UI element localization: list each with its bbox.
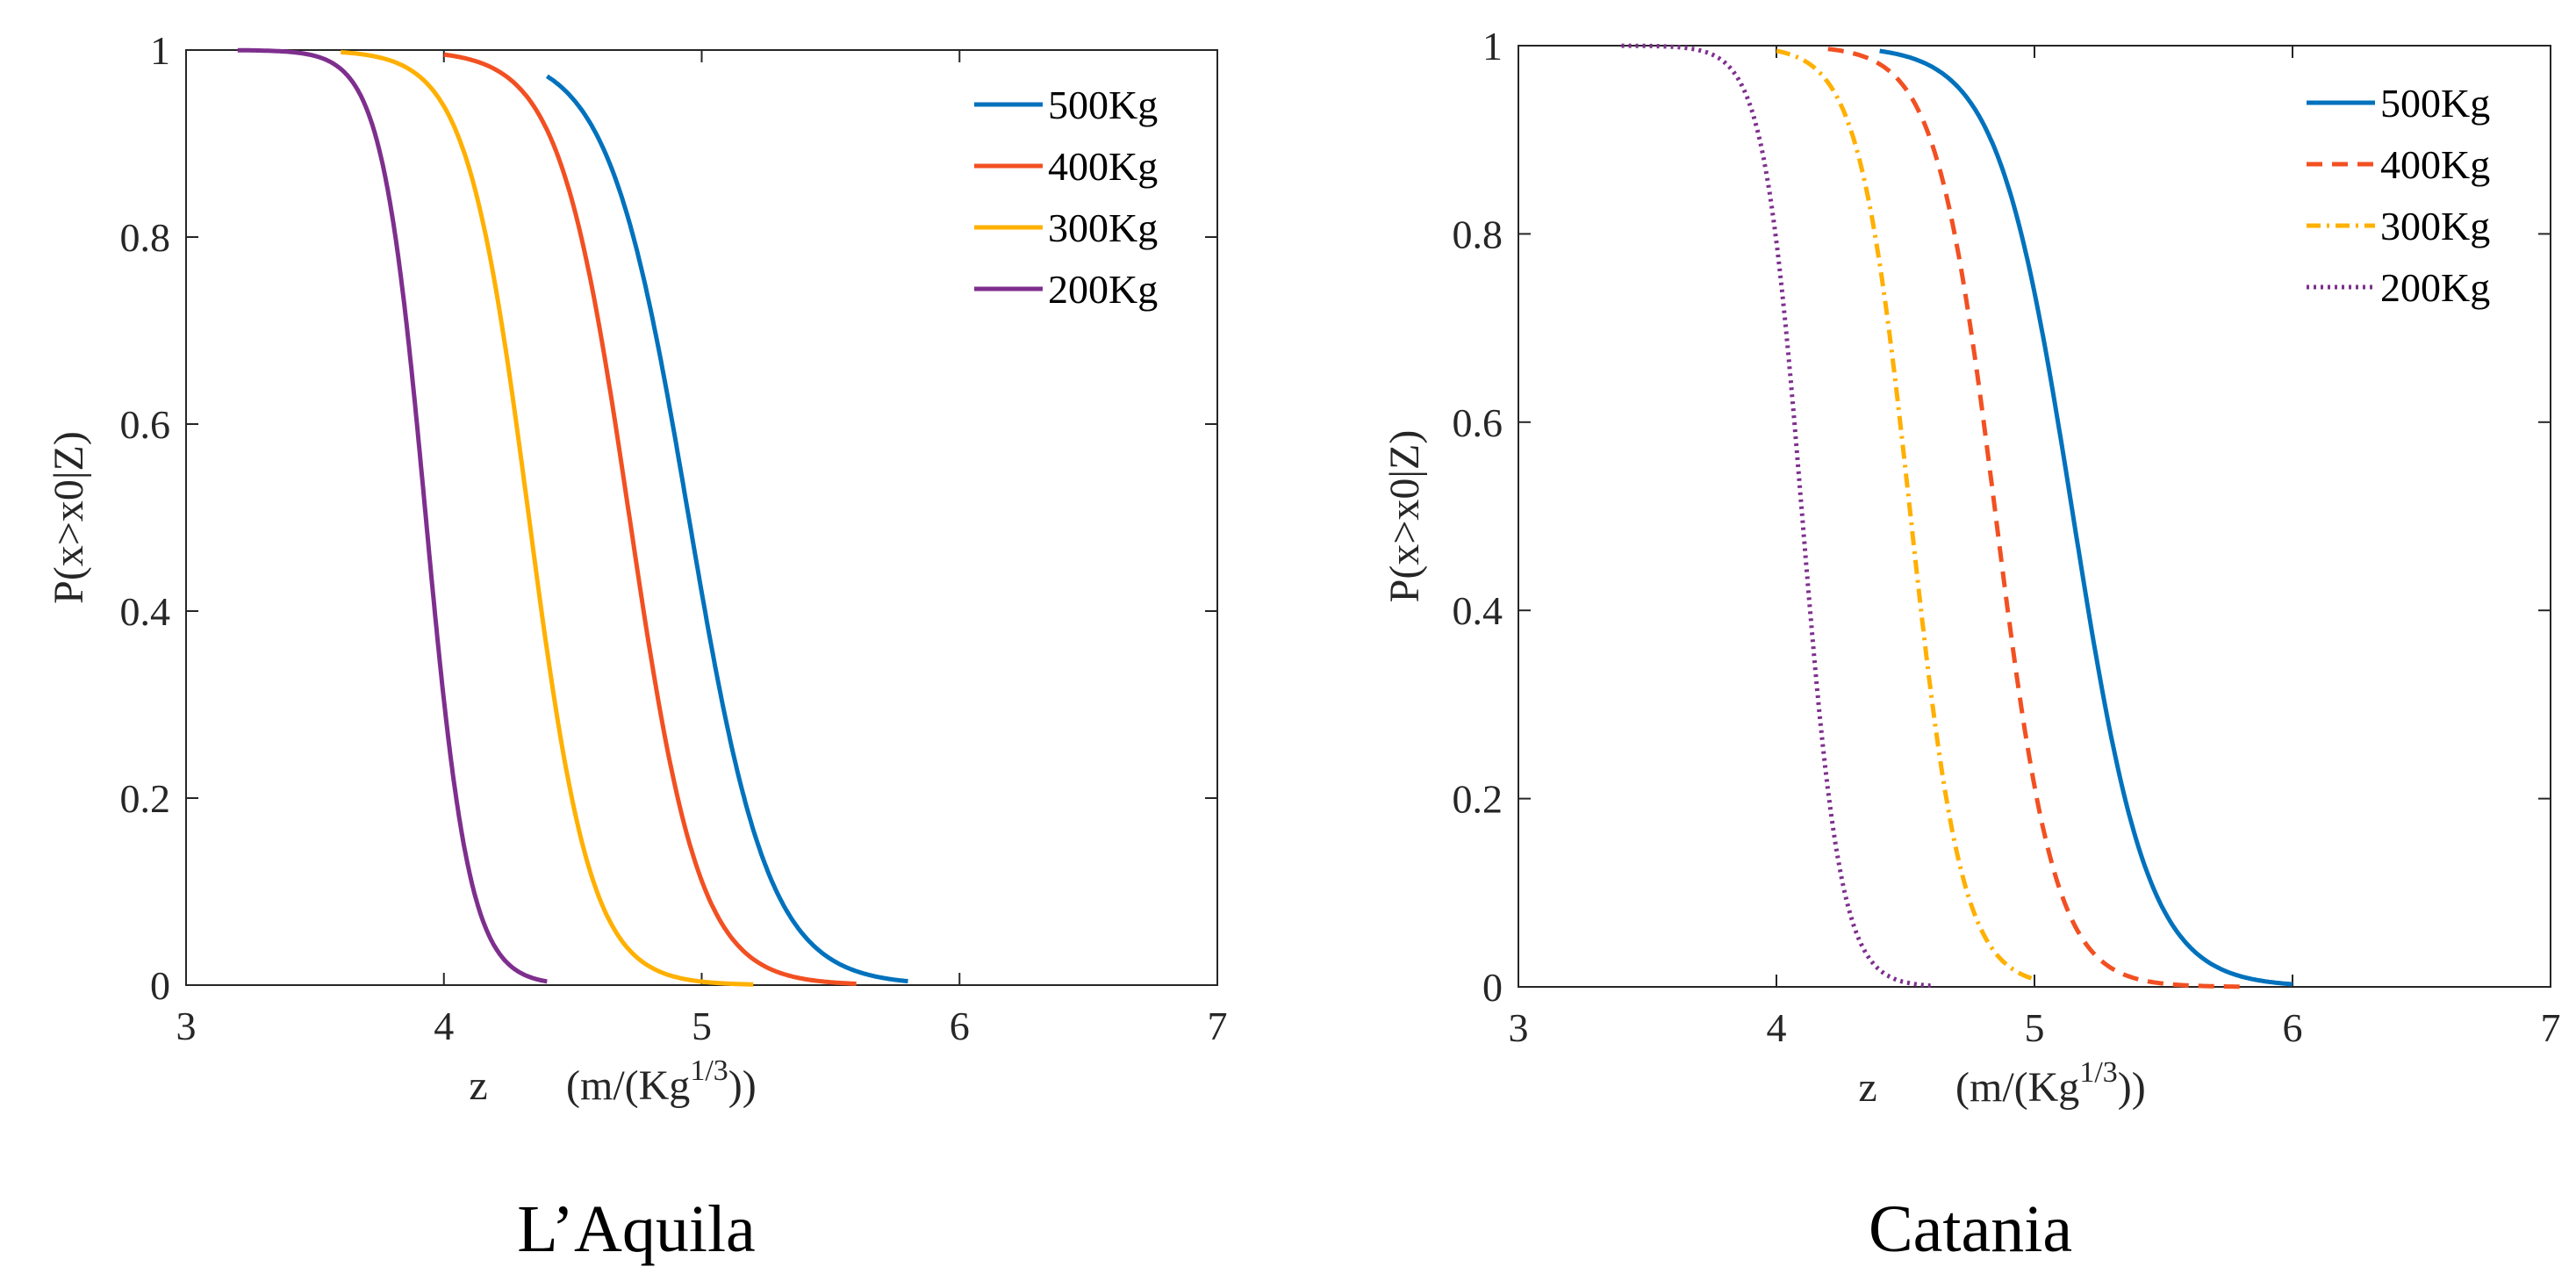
series-line-400kg [1827, 47, 2242, 990]
x-axis-units-suffix: )) [728, 1062, 757, 1109]
x-tick-label: 4 [434, 1004, 454, 1048]
x-tick-label: 4 [1767, 1005, 1787, 1050]
y-tick-label: 1 [150, 28, 170, 73]
y-tick-label: 0.2 [1453, 777, 1503, 822]
chart-laquila: 3 4 5 6 7 0 0.2 0.4 0.6 0.8 1 500Kg 400Kg 300Kg 200Kg P… [46, 28, 1228, 1266]
y-tick-label: 0.2 [120, 776, 171, 821]
series-line-200kg [1620, 43, 1933, 989]
plot-area-frame [185, 49, 1218, 986]
x-tick-label: 3 [1509, 1005, 1529, 1050]
y-tick-label: 0 [1482, 965, 1503, 1010]
y-tick-label: 1 [1482, 24, 1503, 68]
y-tick-label: 0.6 [1453, 400, 1503, 445]
legend-label-500kg: 500Kg [2380, 81, 2490, 126]
y-tick-label: 0.4 [1453, 588, 1503, 633]
y-tick-label: 0.4 [120, 589, 171, 634]
legend-label-400kg: 400Kg [1048, 144, 1158, 189]
series-line-500kg [545, 74, 909, 984]
x-axis-label: z [1858, 1064, 1876, 1111]
x-axis-units-suffix: )) [2118, 1064, 2146, 1111]
y-tick-label: 0 [150, 963, 170, 1008]
series-line-200kg [236, 47, 549, 984]
y-tick-label: 0.6 [120, 402, 171, 447]
series-line-400kg [443, 52, 857, 986]
x-axis-label: z [469, 1062, 487, 1109]
panel-title: Catania [1869, 1192, 2072, 1266]
x-tick-label: 7 [2541, 1005, 2561, 1050]
chart-catania: 3 4 5 6 7 0 0.2 0.4 0.6 0.8 1 500Kg 400Kg 300Kg 200Kg P… [1381, 24, 2561, 1266]
y-tick-label: 0.8 [1453, 212, 1503, 256]
y-axis-label: P(x>x0|Z) [1381, 430, 1428, 603]
x-axis-units-prefix: (m/(Kg [1955, 1064, 2079, 1111]
series-line-300kg [1775, 48, 2036, 982]
y-tick-label: 0.8 [120, 215, 171, 260]
legend-label-300kg: 300Kg [1048, 205, 1158, 250]
x-axis-units-superscript: 1/3 [2079, 1056, 2117, 1089]
legend-label-200kg: 200Kg [1048, 267, 1158, 312]
legend-label-300kg: 300Kg [2380, 204, 2490, 248]
x-tick-label: 5 [692, 1004, 712, 1048]
legend-label-500kg: 500Kg [1048, 83, 1158, 127]
panel-title: L’Aquila [517, 1192, 756, 1266]
x-axis-units-superscript: 1/3 [690, 1054, 728, 1087]
x-tick-label: 6 [950, 1004, 970, 1048]
legend-label-400kg: 400Kg [2380, 142, 2490, 187]
x-axis-units: (m/(Kg1/3)) [566, 1054, 757, 1109]
legend-label-200kg: 200Kg [2380, 265, 2490, 310]
x-tick-label: 5 [2025, 1005, 2045, 1050]
y-axis-label: P(x>x0|Z) [46, 431, 92, 604]
series-line-500kg [1878, 48, 2293, 987]
x-tick-label: 6 [2283, 1005, 2303, 1050]
x-tick-label: 7 [1208, 1004, 1228, 1048]
x-axis-units-prefix: (m/(Kg [566, 1062, 690, 1109]
x-axis-units: (m/(Kg1/3)) [1955, 1056, 2146, 1111]
x-tick-label: 3 [176, 1004, 197, 1048]
series-line-300kg [340, 49, 754, 987]
